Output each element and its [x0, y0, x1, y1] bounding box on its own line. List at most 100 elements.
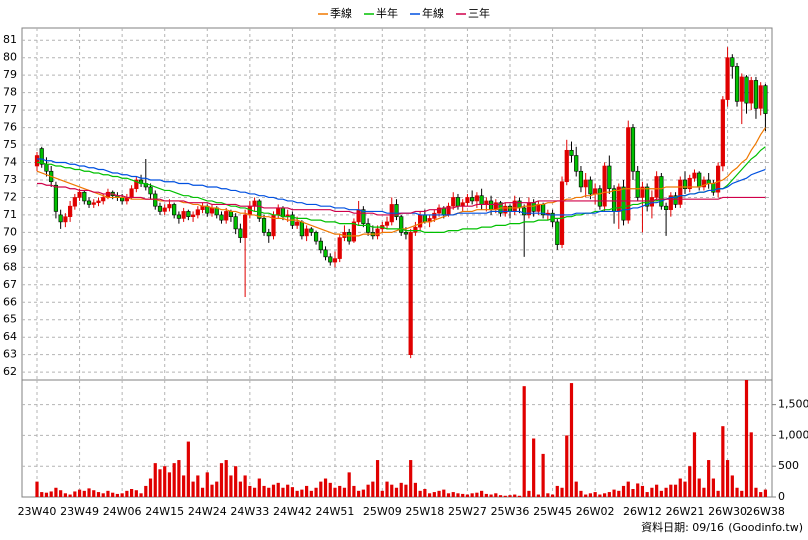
candle-body — [219, 214, 224, 221]
candle-body — [347, 232, 352, 242]
volume-bar — [617, 490, 621, 497]
volume-bar — [172, 463, 176, 497]
volume-bar — [470, 493, 474, 497]
candle-body — [730, 57, 735, 67]
volume-bar — [744, 380, 749, 497]
candle-body — [522, 207, 527, 216]
volume-bar — [498, 495, 503, 497]
volume-bar — [314, 487, 318, 497]
volume-bar — [437, 490, 441, 497]
y-tick-label: 70 — [3, 225, 17, 238]
volume-bar — [707, 460, 711, 497]
x-tick-label: 25W18 — [405, 505, 444, 518]
volume-bar — [456, 493, 460, 497]
candle-body — [583, 179, 588, 188]
candle-body — [640, 186, 645, 198]
volume-bar — [461, 493, 465, 497]
candle-body — [148, 186, 153, 195]
volume-bar — [148, 478, 153, 497]
volume-bar — [333, 487, 337, 497]
x-tick-label: 24W42 — [273, 505, 312, 518]
candle-body — [72, 197, 77, 207]
x-tick-label: 26W38 — [746, 505, 785, 518]
volume-bar — [759, 492, 763, 497]
candle-body — [654, 176, 659, 198]
volume-bar — [522, 386, 526, 497]
candle-body — [162, 207, 167, 212]
volume-bar — [688, 466, 692, 497]
volume-bar — [640, 485, 645, 497]
x-tick-label: 24W06 — [103, 505, 142, 518]
candle-body — [44, 163, 49, 172]
candle-body — [569, 149, 574, 156]
candle-body — [233, 216, 238, 230]
volume-bar — [144, 485, 148, 497]
candle-body — [328, 256, 333, 263]
volume-bar — [177, 460, 181, 497]
candle-body — [739, 76, 744, 102]
volume-bar — [371, 481, 375, 497]
volume-bar — [186, 441, 190, 497]
volume-bar — [54, 487, 58, 497]
volume-bar — [598, 494, 602, 497]
volume-bar — [655, 484, 659, 497]
source: (Goodinfo.tw) — [728, 521, 803, 534]
volume-bar — [697, 478, 701, 497]
volume-bar — [579, 490, 583, 497]
volume-bar — [513, 494, 517, 497]
volume-bar — [725, 460, 730, 497]
candle-body — [176, 214, 182, 219]
volume-bar — [721, 426, 725, 497]
volume-bar — [35, 481, 39, 497]
candle-body — [295, 221, 300, 226]
candle-body — [607, 165, 612, 190]
candle-body — [588, 179, 593, 195]
volume-bar — [286, 484, 290, 497]
candle-body — [39, 148, 44, 165]
candle-body — [422, 214, 427, 223]
volume-bar — [205, 472, 209, 497]
volume-bar — [754, 487, 758, 497]
volume-bar — [550, 494, 555, 497]
volume-bar — [347, 472, 351, 497]
candle-body — [77, 191, 82, 198]
volume-bar — [215, 481, 219, 497]
candle-body — [399, 216, 404, 233]
volume-bar — [565, 435, 569, 497]
candle-body — [172, 204, 177, 216]
candle-body — [763, 85, 768, 114]
volume-bar — [375, 460, 380, 497]
volume-bar — [532, 438, 536, 497]
y-tick-label: 68 — [3, 260, 17, 273]
volume-bar — [196, 475, 200, 497]
legend-label: 年線 — [422, 6, 444, 20]
candle-body — [299, 221, 304, 237]
y-tick-label: 74 — [3, 156, 17, 169]
volume-bar — [536, 494, 540, 497]
candle-body — [602, 165, 607, 207]
volume-bar — [574, 481, 578, 497]
candle-body — [630, 127, 636, 172]
volume-bar — [309, 490, 313, 497]
volume-bar — [484, 493, 488, 497]
volume-bar — [106, 490, 110, 497]
x-tick-label: 24W33 — [230, 505, 269, 518]
volume-bar — [607, 492, 611, 497]
y2-tick-label: 500 — [778, 459, 799, 472]
candle-body — [157, 205, 163, 212]
candle-body — [238, 228, 243, 238]
candle-body — [720, 99, 725, 167]
volume-bar — [418, 490, 422, 497]
candle-body — [195, 209, 200, 216]
candle-body — [53, 184, 59, 212]
volume-bar — [442, 489, 446, 497]
candle-body — [564, 149, 569, 183]
volume-bar — [475, 492, 479, 497]
candle-body — [356, 209, 361, 223]
candle-body — [578, 170, 584, 188]
y-tick-label: 66 — [3, 295, 17, 308]
volume-panel — [21, 379, 773, 498]
volume-bar — [480, 490, 484, 497]
volume-bar — [357, 490, 361, 497]
candle-body — [101, 197, 106, 202]
